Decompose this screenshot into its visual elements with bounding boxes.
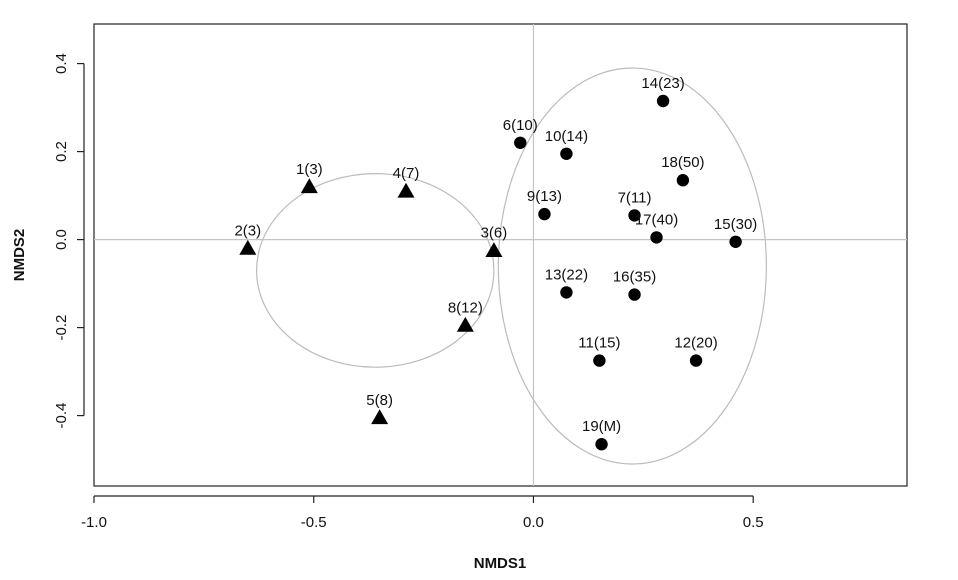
point-label: 14(23)	[641, 75, 684, 92]
circle-point	[593, 354, 606, 367]
y-tick-label: 0.2	[53, 141, 70, 162]
triangle-point	[371, 409, 389, 425]
circle-point	[689, 354, 703, 367]
triangle-point	[300, 178, 318, 194]
x-tick-label: -0.5	[301, 514, 327, 531]
point-label: 1(3)	[296, 161, 323, 178]
point-label: 11(15)	[578, 335, 620, 352]
circle-point	[560, 286, 573, 299]
x-tick-label: 0.5	[743, 514, 764, 531]
point-label: 3(6)	[481, 225, 508, 242]
triangle-point	[485, 242, 503, 257]
circle-point	[514, 136, 527, 149]
y-tick-label: -0.2	[53, 315, 70, 341]
circle-point	[560, 147, 573, 160]
plot-frame	[93, 23, 908, 487]
circle-point	[676, 174, 690, 187]
y-tick-label: 0.0	[53, 229, 70, 250]
circle-point	[595, 438, 608, 451]
reference-lines	[94, 24, 907, 486]
point-label: 8(12)	[448, 299, 483, 316]
circle-point	[650, 231, 663, 244]
group-ellipse-1	[256, 172, 495, 368]
x-tick-label: -1.0	[81, 514, 107, 531]
point-label: 19(M)	[582, 418, 621, 435]
circle-point	[729, 235, 742, 248]
y-tick-label: -0.4	[53, 403, 70, 429]
y-axis: -0.4 -0.2 0.0 0.2 0.4	[53, 53, 85, 429]
point-label: 7(11)	[618, 189, 652, 206]
point-label: 13(22)	[545, 266, 588, 283]
triangle-point	[239, 239, 257, 255]
point-label: 6(10)	[503, 117, 538, 134]
point-label: 2(3)	[234, 222, 261, 239]
circle-point	[628, 288, 641, 301]
point-label: 5(8)	[366, 392, 393, 409]
circle-point	[656, 94, 670, 108]
point-label: 17(40)	[635, 211, 678, 228]
point-label: 4(7)	[393, 165, 420, 182]
point-label: 12(20)	[674, 335, 717, 352]
point-label: 18(50)	[661, 154, 704, 171]
x-axis: -1.0 -0.5 0.0 0.5	[81, 495, 764, 531]
point-label: 10(14)	[545, 128, 588, 145]
point-label: 9(13)	[527, 188, 562, 205]
data-points: 1(3) 2(3) 3(6) 4(7) 5(8) 8(12) 6(10) 7(11) 9(13)…	[234, 75, 757, 451]
point-label: 16(35)	[613, 269, 656, 286]
triangle-point	[397, 182, 415, 198]
circle-point	[628, 209, 641, 222]
x-tick-label: 0.0	[523, 514, 544, 531]
y-axis-title: NMDS2	[11, 229, 28, 282]
triangle-point	[456, 316, 474, 332]
group-ellipses	[256, 67, 767, 465]
group-ellipse-2	[497, 67, 767, 465]
circle-point	[538, 207, 551, 221]
point-label: 15(30)	[714, 216, 757, 233]
x-axis-title: NMDS1	[474, 555, 527, 572]
y-tick-label: 0.4	[53, 53, 70, 74]
